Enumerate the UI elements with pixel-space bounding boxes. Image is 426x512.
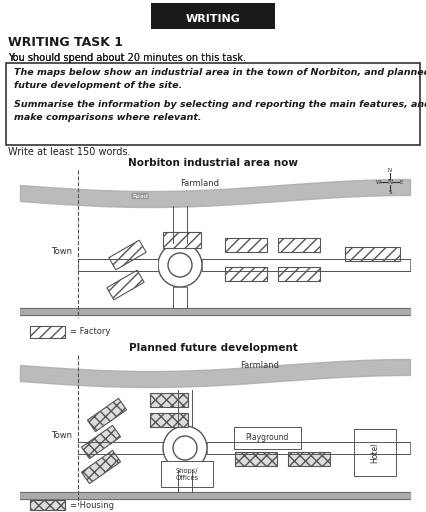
Text: E: E [399, 180, 403, 184]
Text: The maps below show an industrial area in the town of Norbiton, and planned
futu: The maps below show an industrial area i… [14, 68, 426, 90]
FancyBboxPatch shape [161, 461, 213, 487]
Text: Hotel: Hotel [371, 443, 380, 463]
Text: Norbiton industrial area now: Norbiton industrial area now [128, 158, 298, 168]
Bar [81, 451, 121, 484]
Bar [107, 270, 144, 300]
Bar [278, 238, 320, 252]
Text: Farmland: Farmland [241, 361, 279, 371]
Bar [225, 238, 267, 252]
Text: W: W [376, 180, 382, 184]
Bar [163, 232, 201, 248]
Text: Road: Road [132, 194, 148, 199]
Bar [87, 398, 127, 432]
Circle shape [173, 436, 197, 460]
Text: You should spend about 20 minutes on this task.: You should spend about 20 minutes on thi… [8, 53, 246, 63]
Bar [150, 413, 188, 427]
Text: Town: Town [51, 431, 72, 439]
Text: Town: Town [51, 247, 72, 257]
Text: WRITING TASK 1: WRITING TASK 1 [8, 35, 123, 49]
Circle shape [163, 426, 207, 470]
Text: S: S [388, 190, 392, 196]
Text: N: N [387, 179, 393, 185]
Text: You should spend about: You should spend about [8, 53, 128, 63]
Bar [278, 267, 320, 281]
Bar [81, 425, 121, 459]
Bar [288, 452, 330, 466]
Text: = Housing: = Housing [70, 501, 114, 509]
Circle shape [168, 253, 192, 277]
Circle shape [158, 243, 202, 287]
Text: Playground: Playground [245, 434, 289, 442]
FancyBboxPatch shape [6, 63, 420, 145]
Text: WRITING: WRITING [186, 14, 240, 24]
FancyBboxPatch shape [151, 3, 275, 29]
Text: Shops/
Offices: Shops/ Offices [176, 467, 199, 480]
Bar [30, 500, 65, 510]
FancyBboxPatch shape [354, 429, 396, 476]
FancyBboxPatch shape [234, 427, 301, 449]
Text: You should spend about 20 minutes on this task.: You should spend about 20 minutes on thi… [8, 53, 246, 63]
Bar [109, 240, 146, 270]
Bar [150, 393, 188, 407]
Text: = Factory: = Factory [70, 328, 110, 336]
Bar [225, 267, 267, 281]
Bar [235, 452, 277, 466]
Text: N: N [388, 168, 392, 174]
Text: Write at least 150 words.: Write at least 150 words. [8, 147, 130, 157]
Text: Summarise the information by selecting and reporting the main features, and
make: Summarise the information by selecting a… [14, 100, 426, 122]
Bar [30, 326, 65, 338]
Text: Planned future development: Planned future development [129, 343, 297, 353]
Text: Farmland: Farmland [181, 179, 219, 187]
Bar [345, 247, 400, 261]
